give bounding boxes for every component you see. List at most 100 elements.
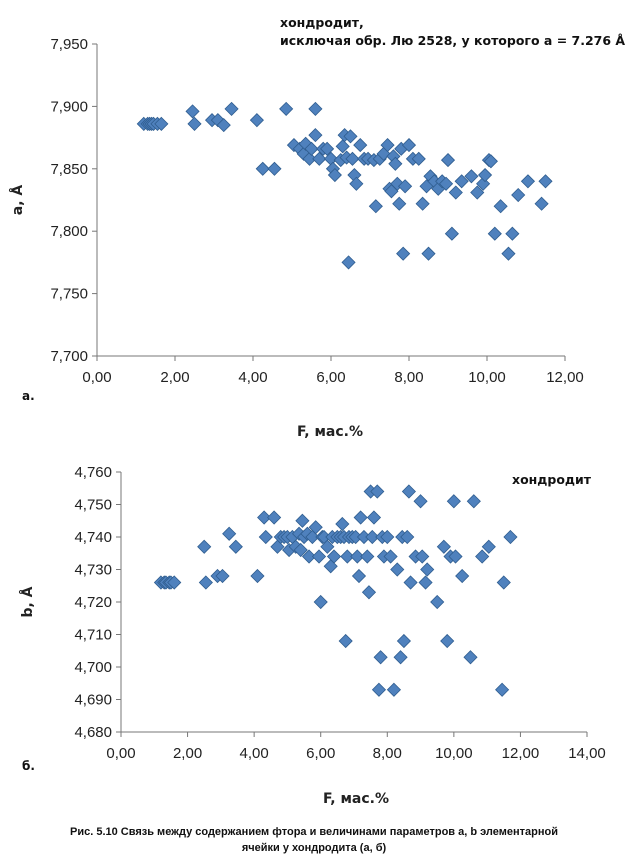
chart-a-data-point	[349, 176, 364, 191]
chart-a-data-point	[308, 128, 323, 143]
chart-b-y-tick-label: 4,740	[74, 529, 112, 546]
chart-a-data-point	[224, 101, 239, 116]
chart-a-data-point	[312, 151, 327, 166]
chart-a-data-point	[421, 246, 436, 261]
chart-a-data-point	[308, 101, 323, 116]
chart-b-y-tick-label: 4,680	[74, 724, 112, 741]
chart-a-y-tick-label: 7,750	[50, 286, 88, 303]
chart-a-y-tick-label: 7,950	[50, 36, 88, 53]
chart-a-data-point	[216, 118, 231, 133]
figure-caption-line1: Рис. 5.10 Связь между содержанием фтора …	[70, 826, 558, 838]
chart-b-data-point	[353, 510, 368, 525]
chart-b-data-point	[448, 549, 463, 564]
chart-b-data-point	[167, 575, 182, 590]
chart-b-data-point	[390, 562, 405, 577]
chart-b-data-point	[466, 494, 481, 509]
chart-a-annotation-line2: исключая обр. Лю 2528, у которого а = 7.…	[280, 33, 625, 48]
chart-a-data-point	[440, 152, 456, 168]
chart-b-data-point	[361, 585, 377, 600]
chart-a-data-point	[187, 116, 202, 131]
chart-b-data-point	[293, 542, 308, 558]
chart-a-data-point	[477, 167, 493, 183]
chart-a-data-point	[343, 129, 358, 144]
chart-a-y-tick-label: 7,850	[50, 161, 88, 178]
chart-b-y-label: b, Å	[19, 586, 36, 617]
chart-a-x-tick-label: 12,00	[546, 369, 584, 386]
chart-b-data-point	[340, 549, 355, 564]
chart-b-y-tick-label: 4,750	[74, 497, 112, 514]
chart-b-x-tick-label: 12,00	[502, 745, 540, 762]
chart-b-data-point	[386, 682, 402, 697]
chart-b-data-point	[320, 539, 335, 554]
chart-a-data-point	[444, 226, 459, 241]
chart-b-data-point	[370, 484, 385, 499]
chart-a: 7,700 7,750 7,800 7,850 7,900 7,950 0,00 2,00 4…	[9, 15, 625, 440]
chart-a-data-point	[335, 139, 350, 154]
chart-a-data-point	[380, 138, 395, 153]
chart-b-data-point	[413, 494, 428, 509]
chart-b-panel-label: б.	[22, 759, 35, 773]
chart-b-data-point	[418, 575, 433, 590]
chart-b-data-point	[295, 513, 310, 528]
chart-a-data-point	[368, 199, 383, 214]
chart-a-panel-label: a.	[22, 389, 35, 403]
chart-a-x-tick-label: 0,00	[82, 369, 111, 386]
chart-b-data-point	[197, 539, 212, 554]
chart-b-annotation: хондродит	[512, 472, 592, 487]
chart-a-x-tick-label: 8,00	[394, 369, 423, 386]
chart-a-y-tick-label: 7,900	[50, 98, 88, 115]
chart-b-data-point	[475, 549, 490, 564]
chart-a-data-point	[470, 185, 485, 200]
chart-b-data-point	[430, 594, 445, 610]
chart-b-x-tick-label: 4,00	[240, 745, 269, 762]
chart-b-data-point	[496, 575, 511, 590]
chart-a-data-point	[454, 174, 469, 189]
chart-b-y-tick-label: 4,720	[74, 594, 112, 611]
chart-b-data-point	[250, 568, 265, 584]
chart-a-data-point	[398, 179, 413, 194]
chart-a-x-tick-label: 4,00	[238, 369, 267, 386]
chart-a-data-point	[401, 138, 417, 153]
chart-b-data-point	[503, 529, 518, 545]
chart-a-x-label: F, мас.%	[297, 424, 363, 440]
chart-b-data-point	[400, 529, 415, 545]
chart-b-data-point	[228, 539, 243, 554]
chart-b-x-tick-label: 6,00	[306, 745, 335, 762]
chart-b-data-point	[267, 510, 282, 525]
chart-b-y-tick-label: 4,690	[74, 692, 112, 709]
chart-b-data-point	[326, 549, 342, 564]
chart-b-y-tick-label: 4,700	[74, 659, 112, 676]
chart-a-data-point	[320, 141, 335, 156]
chart-b-data-point	[351, 568, 367, 584]
chart-a-data-point	[392, 196, 407, 211]
chart-b-data-point	[495, 682, 510, 697]
chart-b-data-point	[393, 650, 408, 665]
chart-b-data-point	[403, 575, 418, 590]
chart-b-data-point	[215, 568, 230, 584]
chart-a-data-point	[493, 199, 508, 214]
chart-b-data-point	[455, 568, 470, 584]
chart-b-data-point	[380, 529, 395, 545]
figure-caption-line2: ячейки у хондродита (а, б)	[241, 842, 387, 854]
chart-b-y-tick-label: 4,760	[74, 464, 112, 481]
chart-b-data-point	[222, 526, 237, 541]
chart-b-data-point	[365, 529, 380, 545]
chart-a-data-point	[534, 196, 549, 211]
chart-a-y-label: a, Å	[9, 185, 26, 216]
figure-caption: Рис. 5.10 Связь между содержанием фтора …	[0, 824, 628, 856]
chart-b-data-point	[350, 549, 365, 564]
chart-b-x-tick-label: 10,00	[435, 745, 473, 762]
chart-b-data-point	[308, 520, 323, 535]
chart-a-annotation-line1: хондродит,	[280, 15, 364, 30]
chart-a-data-point	[341, 255, 356, 270]
chart-b-data-point	[415, 549, 430, 564]
chart-a-data-point	[255, 161, 270, 176]
chart-a-data-point	[249, 113, 264, 128]
chart-a-data-point	[185, 104, 200, 119]
chart-a-data-point	[505, 226, 520, 241]
chart-a-data-point	[448, 185, 463, 200]
chart-a-data-point	[464, 169, 479, 184]
chart-b-data-point	[371, 682, 387, 697]
chart-a-data-point	[520, 174, 536, 189]
